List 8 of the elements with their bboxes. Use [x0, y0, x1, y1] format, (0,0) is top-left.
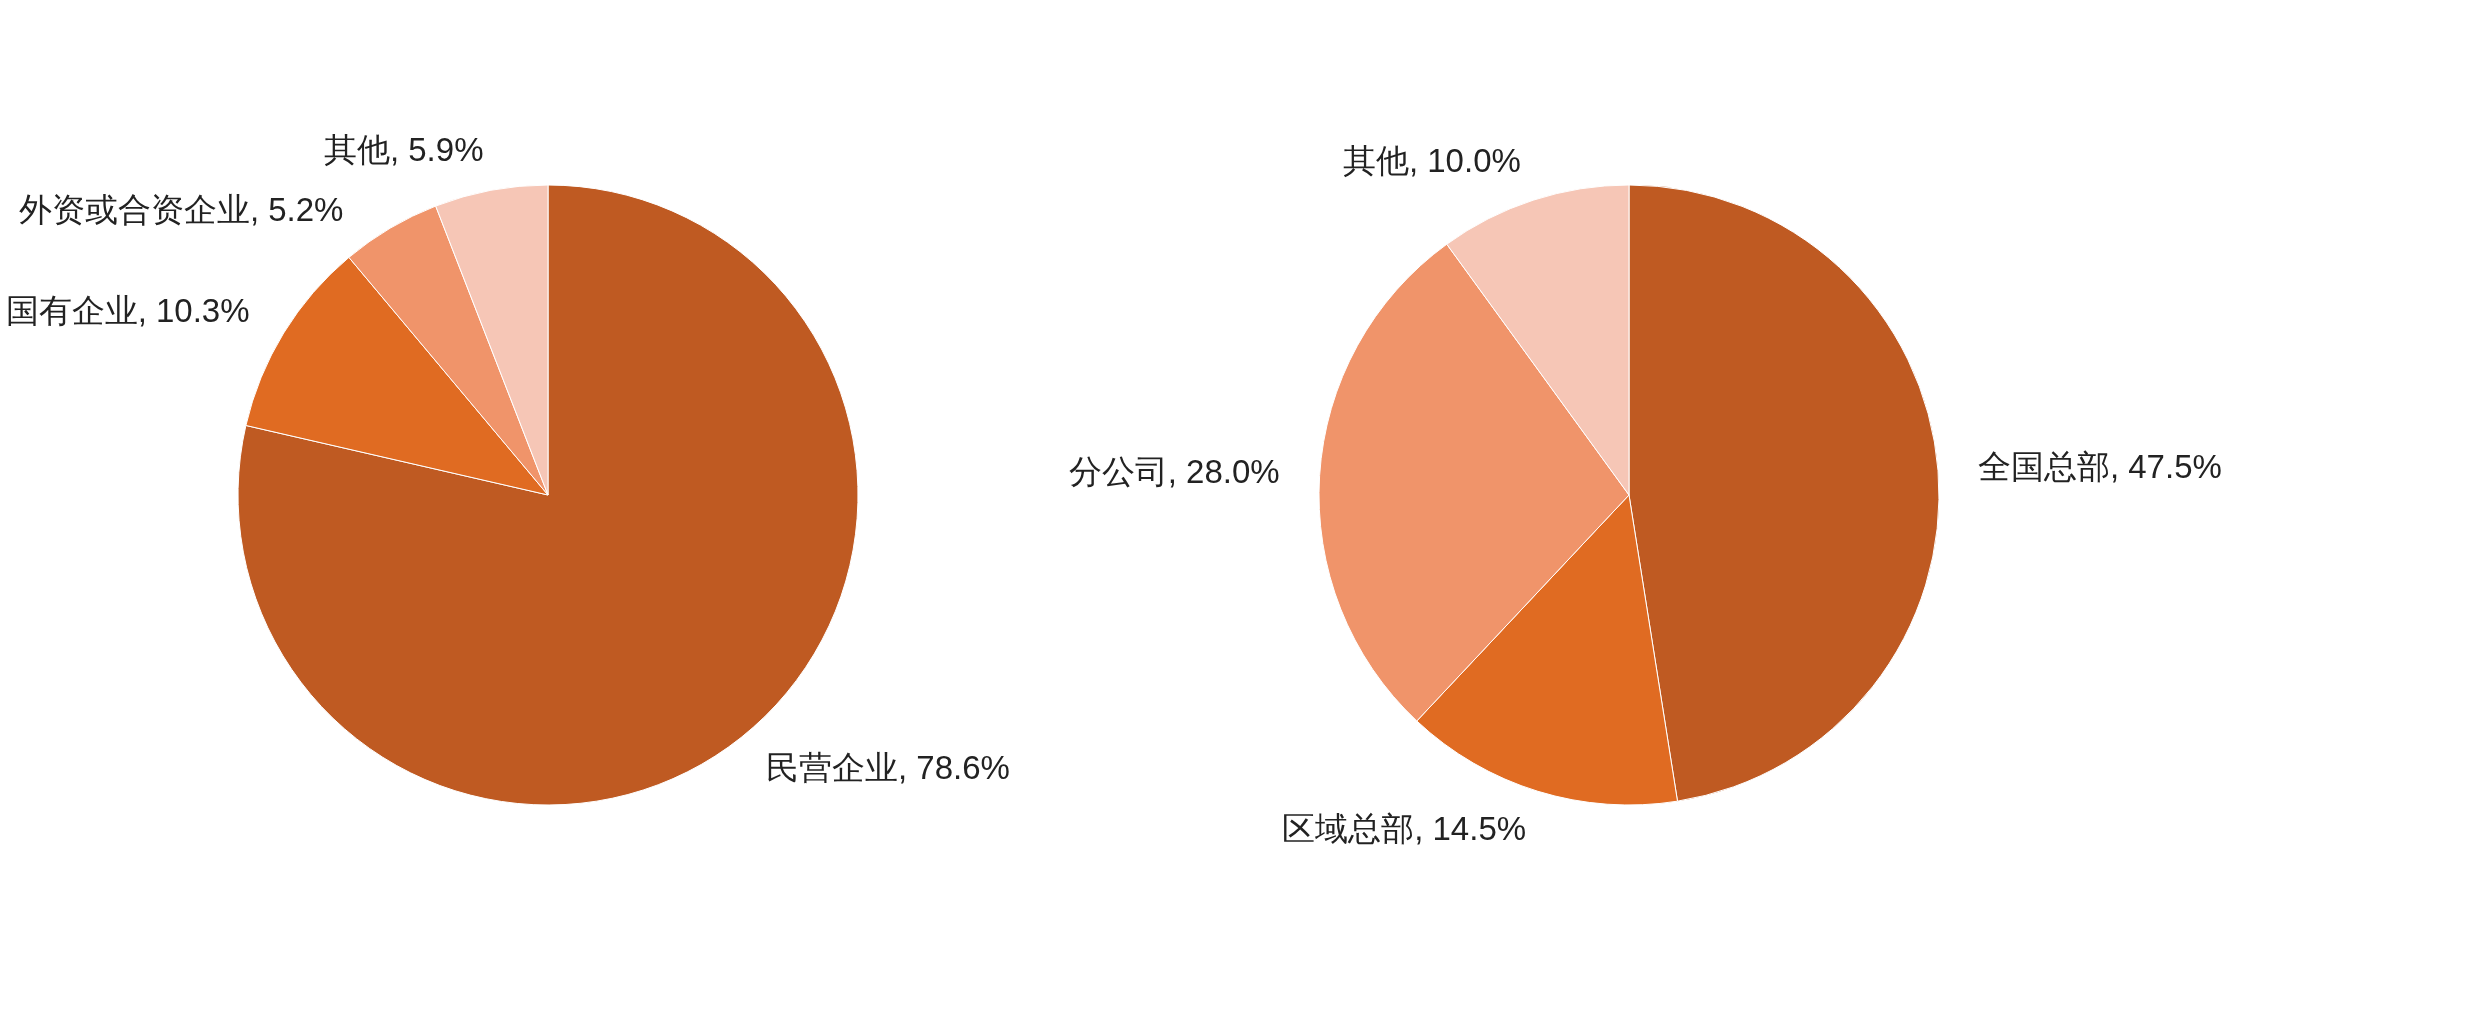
slice-label: 其他, 5.9%	[323, 131, 484, 168]
slice-label: 国有企业, 10.3%	[5, 292, 250, 330]
slice-label: 外资或合资企业, 5.2%	[18, 191, 344, 228]
slice-label: 其他, 10.0%	[1342, 142, 1521, 180]
slice-label: 区域总部, 14.5%	[1282, 809, 1527, 847]
slice-label: 全国总部, 47.5%	[1977, 447, 2222, 485]
slice-label: 民营企业, 78.6%	[765, 748, 1010, 786]
slice-label: 分公司, 28.0%	[1068, 453, 1280, 491]
